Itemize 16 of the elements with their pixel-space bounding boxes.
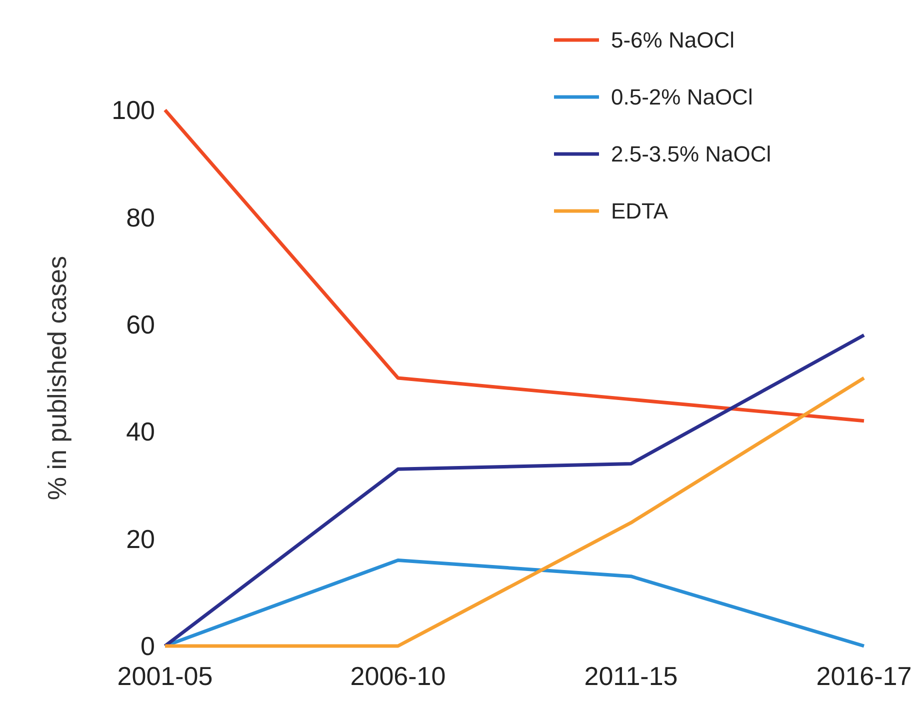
x-tick-label: 2006-10 <box>350 661 446 692</box>
x-tick-label: 2016-17 <box>816 661 912 692</box>
legend-label: EDTA <box>611 198 668 224</box>
y-tick-label: 40 <box>126 416 155 447</box>
y-tick-label: 80 <box>126 202 155 232</box>
legend-label: 2.5-3.5% NaOCl <box>611 142 772 167</box>
x-tick-label: 2001-05 <box>117 661 213 692</box>
y-tick-label: 0 <box>140 631 155 662</box>
legend-label: 5-6% NaOCl <box>611 28 734 53</box>
y-tick-label: 60 <box>126 310 155 340</box>
y-axis-title: % in published cases <box>42 256 72 500</box>
legend-label: 0.5-2% NaOCl <box>611 84 753 110</box>
line-series <box>163 108 866 423</box>
y-tick-label: 20 <box>126 524 155 554</box>
y-tick-label: 100 <box>112 95 155 126</box>
x-tick-label: 2011-15 <box>584 661 678 692</box>
